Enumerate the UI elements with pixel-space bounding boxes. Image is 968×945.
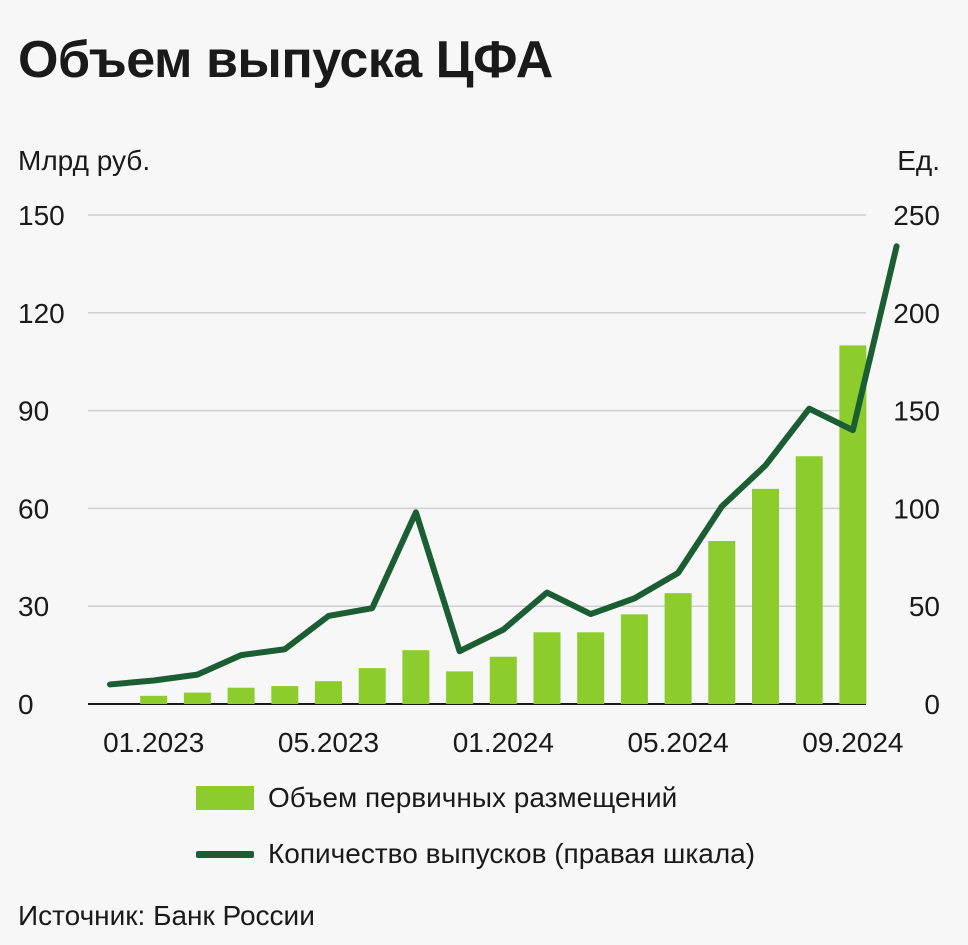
bar bbox=[402, 650, 430, 704]
x-axis-tick-label: 01.2024 bbox=[453, 727, 554, 758]
bar bbox=[227, 687, 255, 704]
legend: Объем первичных размещений Копичество вы… bbox=[196, 778, 755, 890]
bar bbox=[271, 686, 299, 704]
source-note: Источник: Банк России bbox=[18, 900, 315, 931]
legend-item-bars: Объем первичных размещений bbox=[196, 778, 755, 818]
bar bbox=[489, 656, 517, 704]
right-axis-tick-label: 0 bbox=[924, 689, 940, 720]
bar bbox=[577, 632, 605, 704]
right-axis-tick-label: 150 bbox=[893, 396, 940, 427]
left-axis-tick-label: 30 bbox=[18, 591, 49, 622]
left-axis-tick-label: 90 bbox=[18, 396, 49, 427]
bar bbox=[752, 488, 779, 704]
bar bbox=[664, 593, 692, 704]
series-line bbox=[107, 243, 900, 688]
left-axis-tick-label: 60 bbox=[18, 493, 49, 524]
left-axis-unit: Млрд руб. bbox=[18, 145, 151, 176]
left-axis-tick-label: 150 bbox=[18, 200, 65, 231]
right-axis-tick-label: 100 bbox=[893, 493, 940, 524]
bar bbox=[183, 692, 211, 704]
legend-item-line: Копичество выпусков (правая шкала) bbox=[196, 834, 755, 874]
left-axis-tick-label: 120 bbox=[18, 298, 65, 329]
bar bbox=[795, 456, 823, 704]
x-axis-tick-label: 09.2024 bbox=[802, 727, 903, 758]
bar bbox=[533, 632, 561, 704]
legend-line-swatch bbox=[196, 850, 254, 858]
bar bbox=[446, 671, 474, 704]
bar bbox=[358, 668, 386, 704]
bar bbox=[708, 541, 736, 704]
chart-plot: 0 30 60 90 120 150 0 50 100 150 200 250 01.2023 05.20… bbox=[18, 200, 940, 758]
bar bbox=[620, 614, 648, 704]
x-axis-tick-label: 05.2023 bbox=[278, 727, 379, 758]
right-axis-unit: Ед. bbox=[897, 145, 940, 176]
x-axis-tick-label: 01.2023 bbox=[103, 727, 204, 758]
bar bbox=[140, 695, 168, 704]
right-axis-tick-label: 250 bbox=[893, 200, 940, 231]
legend-label-bars: Объем первичных размещений bbox=[268, 782, 678, 813]
legend-label-line: Копичество выпусков (правая шкала) bbox=[268, 838, 756, 869]
right-axis-tick-label: 200 bbox=[893, 298, 940, 329]
left-axis-tick-label: 0 bbox=[18, 689, 34, 720]
bar bbox=[315, 681, 342, 704]
right-axis-tick-label: 50 bbox=[909, 591, 940, 622]
x-axis-tick-label: 05.2024 bbox=[627, 727, 728, 758]
legend-bar-swatch bbox=[196, 786, 254, 810]
chart-title: Объем выпуска ЦФА bbox=[18, 31, 553, 89]
